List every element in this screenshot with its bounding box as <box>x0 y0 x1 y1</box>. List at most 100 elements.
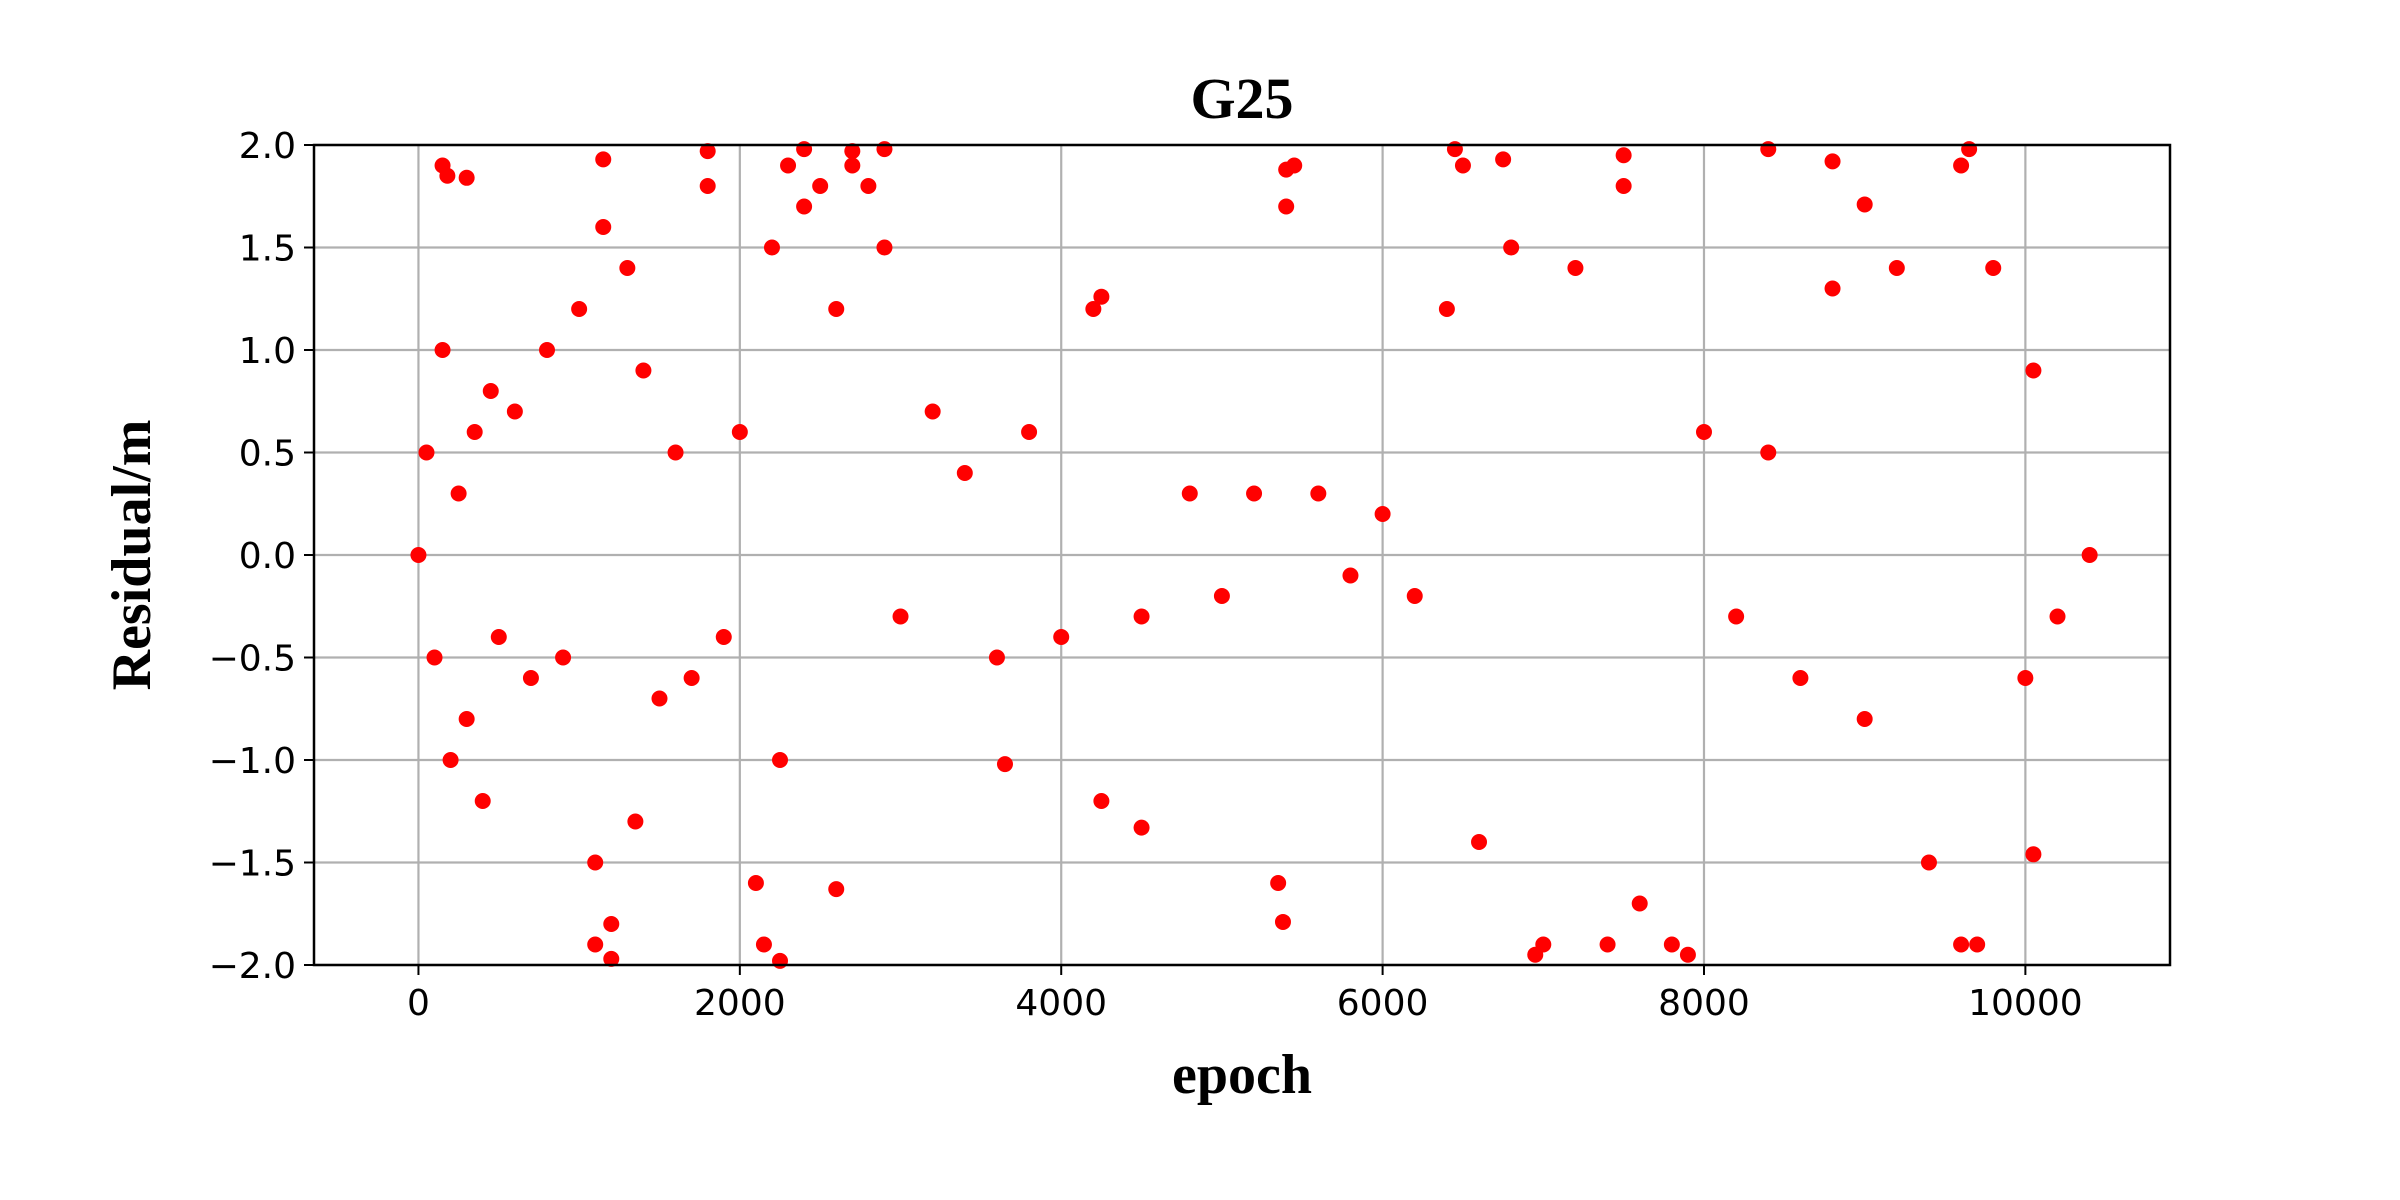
x-axis-label: epoch <box>1172 1044 1312 1106</box>
data-point <box>603 950 620 967</box>
data-point <box>1495 151 1512 168</box>
data-point <box>587 936 604 953</box>
x-tick-label: 0 <box>407 983 430 1024</box>
data-point <box>1310 485 1327 502</box>
data-point <box>812 178 829 194</box>
data-point <box>996 756 1013 773</box>
data-point <box>715 629 732 645</box>
data-points <box>410 141 2098 969</box>
data-point <box>1856 196 1873 213</box>
data-point <box>844 157 861 174</box>
data-point <box>747 875 764 891</box>
x-tick-label: 10000 <box>1968 983 2083 1024</box>
data-point <box>2025 846 2042 863</box>
data-point <box>2017 670 2034 686</box>
data-point <box>2081 547 2098 563</box>
chart-title: G25 <box>1190 66 1293 131</box>
y-tick-label: 1.5 <box>239 229 296 270</box>
data-point <box>956 465 973 481</box>
y-tick-label: 2.0 <box>239 126 296 167</box>
axis-ticks: 0 2000 4000 6000 8000 10000 −2.0 −1.5 −1.0 −0.5 0.… <box>209 126 2083 1024</box>
data-point <box>860 178 877 194</box>
data-point <box>844 143 861 160</box>
data-point <box>595 219 612 235</box>
data-point <box>1503 239 1520 256</box>
data-point <box>796 198 813 215</box>
data-point <box>699 143 716 160</box>
data-point <box>1021 424 1038 440</box>
data-point <box>892 608 909 625</box>
data-point <box>1374 506 1391 522</box>
data-point <box>619 260 636 276</box>
data-point <box>522 670 539 686</box>
data-point <box>1053 629 1070 645</box>
data-point <box>1760 141 1777 158</box>
data-point <box>571 301 588 317</box>
data-point <box>1760 444 1777 461</box>
y-tick-label: −1.0 <box>209 741 296 782</box>
data-point <box>924 403 941 420</box>
data-point <box>828 301 845 317</box>
x-tick-label: 6000 <box>1337 983 1429 1024</box>
data-point <box>1985 260 2002 276</box>
data-point <box>1663 936 1680 953</box>
data-point <box>635 362 652 379</box>
data-point <box>988 649 1005 666</box>
data-point <box>1953 936 1970 953</box>
data-point <box>506 403 523 420</box>
data-point <box>699 178 716 194</box>
data-point <box>2025 362 2042 379</box>
data-point <box>1599 936 1616 953</box>
y-axis-label: Residual/m <box>101 420 163 691</box>
data-point <box>772 952 789 969</box>
data-point <box>1133 608 1150 625</box>
data-point <box>1278 198 1295 215</box>
data-point <box>1454 157 1471 174</box>
data-point <box>828 881 845 898</box>
data-point <box>458 169 475 186</box>
data-point <box>1920 854 1937 871</box>
data-point <box>772 752 789 768</box>
data-point <box>450 485 467 502</box>
data-point <box>458 711 475 727</box>
data-point <box>1342 567 1359 584</box>
y-tick-label: 1.0 <box>239 331 296 372</box>
data-point <box>1792 670 1809 686</box>
y-tick-label: −1.5 <box>209 844 296 885</box>
data-point <box>1824 280 1841 297</box>
data-point <box>2049 608 2066 625</box>
data-point <box>587 854 604 871</box>
x-tick-label: 2000 <box>694 983 786 1024</box>
data-point <box>1278 161 1295 178</box>
data-point <box>1856 711 1873 727</box>
data-point <box>1953 157 1970 174</box>
x-tick-label: 4000 <box>1015 983 1107 1024</box>
data-point <box>1631 895 1648 912</box>
data-point <box>796 141 813 158</box>
data-point <box>426 649 443 666</box>
data-point <box>434 342 451 358</box>
data-point <box>1567 260 1584 276</box>
x-tick-label: 8000 <box>1658 983 1750 1024</box>
data-point <box>410 547 427 563</box>
data-point <box>555 649 572 666</box>
data-point <box>1527 946 1544 963</box>
data-point <box>1246 485 1263 502</box>
y-tick-label: 0.5 <box>239 434 296 475</box>
data-point <box>667 444 684 461</box>
data-point <box>439 167 456 184</box>
data-point <box>603 916 620 932</box>
data-point <box>1969 936 1986 953</box>
data-point <box>1471 834 1488 850</box>
data-point <box>627 813 644 830</box>
data-point <box>1446 141 1463 158</box>
y-tick-label: −0.5 <box>209 639 296 680</box>
y-tick-label: −2.0 <box>209 946 296 987</box>
data-point <box>763 239 780 256</box>
data-point <box>876 141 893 158</box>
data-point <box>1695 424 1712 440</box>
data-point <box>490 629 507 645</box>
